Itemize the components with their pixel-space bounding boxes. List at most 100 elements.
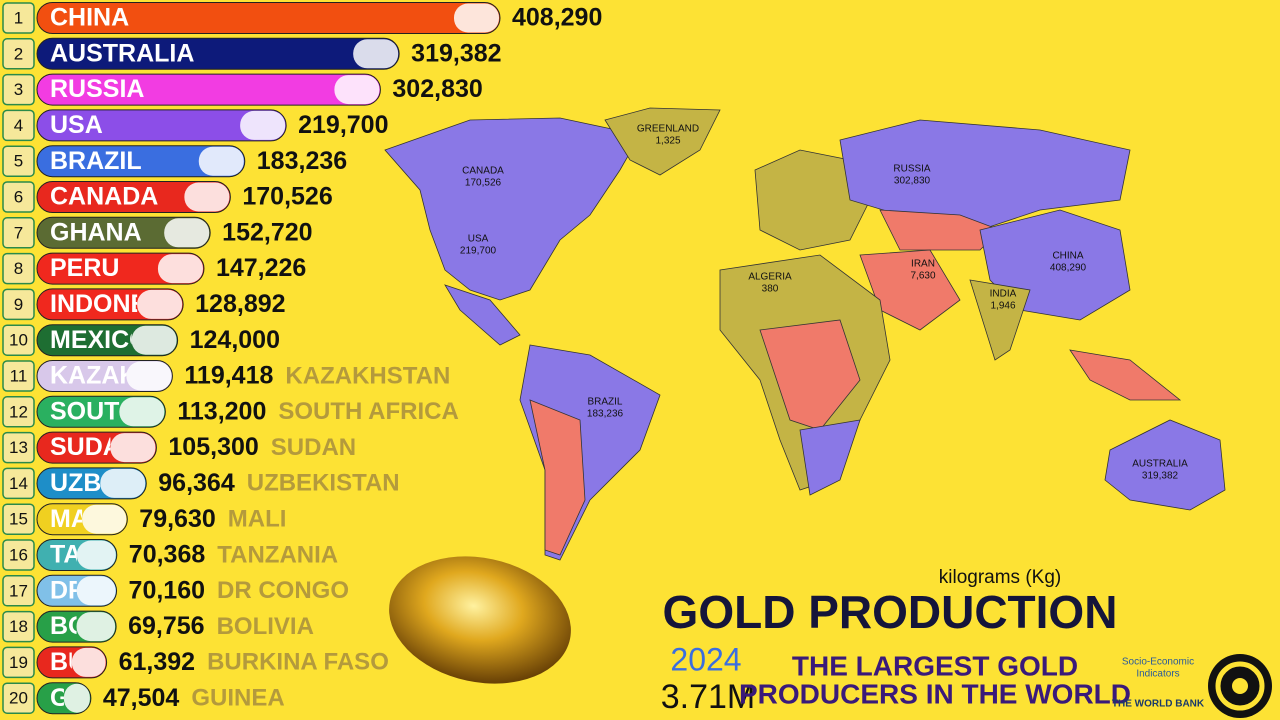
source: THE WORLD BANK	[1112, 699, 1205, 710]
rank: 14	[9, 474, 28, 493]
bar-label: CHINA	[50, 4, 129, 32]
rank-box	[2, 396, 35, 428]
flag	[184, 182, 230, 212]
map-value: 1,325	[655, 136, 680, 147]
map-label: GREENLAND	[637, 124, 699, 135]
map-value: 219,700	[460, 246, 497, 257]
rank-box	[2, 431, 35, 464]
bar-label: SUDAN	[50, 433, 139, 461]
value-label: 302,830	[392, 75, 482, 103]
bar-label: BOLIVIA	[50, 612, 151, 640]
value-label: 128,892	[195, 290, 285, 318]
flag	[353, 39, 399, 69]
greenland	[604, 107, 721, 176]
value-label: 113,200	[177, 397, 266, 425]
rank: 8	[14, 259, 23, 278]
rank-box	[2, 324, 35, 356]
map-label: BRAZIL	[587, 397, 622, 408]
rank: 19	[9, 653, 28, 672]
subtitle: PRODUCERS IN THE WORLD	[739, 678, 1131, 709]
map-label: IRAN	[911, 259, 935, 270]
flag	[119, 397, 165, 427]
rank: 4	[14, 116, 23, 135]
world-map	[384, 107, 1226, 561]
outside-label: KAZAKHSTAN	[285, 362, 450, 389]
bar-label: BRAZIL	[50, 147, 142, 175]
india	[969, 279, 1031, 361]
map-value: 1,946	[990, 301, 1015, 312]
rank-box	[2, 646, 35, 679]
flag	[76, 612, 116, 642]
outside-label: TANZANIA	[217, 541, 338, 568]
bar-label: TANZANIA	[50, 541, 176, 569]
rank-box	[2, 38, 35, 70]
outside-label: SUDAN	[271, 434, 356, 461]
flag	[164, 218, 210, 248]
outside-label: MALI	[228, 506, 287, 533]
rank-box	[2, 217, 35, 249]
value-label: 319,382	[411, 39, 501, 67]
bar-label: PERU	[50, 254, 119, 282]
map-label: INDIA	[990, 289, 1017, 300]
outside-label: DR CONGO	[217, 577, 349, 604]
rank: 7	[14, 223, 23, 242]
flag	[71, 647, 106, 677]
flag	[76, 540, 116, 570]
value-label: 96,364	[158, 469, 235, 497]
rank-box	[2, 610, 35, 643]
value-label: 219,700	[298, 111, 388, 139]
source: Indicators	[1136, 669, 1179, 680]
bar	[36, 145, 246, 178]
rank: 5	[14, 152, 23, 171]
rank: 16	[9, 545, 28, 564]
rank-box	[2, 109, 35, 142]
flag	[126, 361, 172, 391]
map-label: CHINA	[1052, 251, 1083, 262]
russia	[839, 119, 1131, 231]
flag	[198, 146, 244, 176]
rank-box	[2, 145, 35, 177]
rank: 17	[9, 581, 28, 600]
value-label: 70,368	[129, 541, 206, 569]
flag	[76, 576, 116, 606]
rank-box	[2, 360, 35, 392]
logo	[1208, 654, 1272, 718]
rank: 15	[9, 510, 28, 529]
flag	[63, 683, 90, 713]
value-label: 183,236	[257, 147, 347, 175]
bar	[36, 2, 501, 34]
value-label: 105,300	[168, 433, 258, 461]
map-value: 408,290	[1050, 263, 1087, 274]
bar-label: UZBEKISTAN	[50, 469, 209, 497]
value-label: 170,526	[242, 183, 332, 211]
value-label: 70,160	[129, 576, 205, 604]
africa-central	[759, 319, 861, 431]
map-label: ALGERIA	[748, 272, 792, 283]
bar-label: KAZAKHSTAN	[50, 362, 222, 390]
rank: 2	[14, 44, 23, 63]
bar-label: MEXICO	[50, 326, 149, 354]
total: 3.71M	[661, 678, 756, 716]
map-value: 302,830	[894, 176, 931, 187]
rank: 13	[9, 438, 28, 457]
south-america-west	[529, 399, 586, 556]
bar	[36, 181, 231, 213]
rank-box	[2, 288, 35, 321]
rank-box	[2, 252, 35, 285]
outside-label: GUINEA	[191, 685, 284, 712]
rank: 3	[14, 80, 23, 99]
outside-label: BOLIVIA	[217, 613, 314, 640]
bar-label: BURKINA FASO	[50, 648, 239, 676]
map-label: RUSSIA	[893, 164, 931, 175]
bar	[36, 109, 287, 142]
year: 2024	[670, 641, 741, 677]
bar-label: RUSSIA	[50, 75, 144, 103]
value-label: 152,720	[222, 218, 312, 246]
outside-label: SOUTH AFRICA	[278, 398, 458, 425]
unit: kilograms (Kg)	[939, 567, 1061, 588]
flag	[240, 110, 286, 140]
value-label: 147,226	[216, 254, 306, 282]
flag	[157, 254, 203, 284]
outside-label: UZBEKISTAN	[247, 470, 400, 497]
